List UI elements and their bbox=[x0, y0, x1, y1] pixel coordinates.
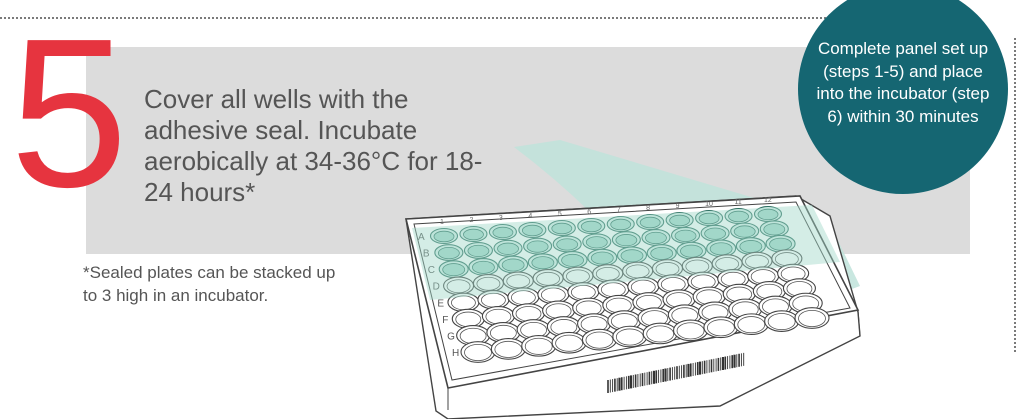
plate-well-inner bbox=[556, 238, 579, 251]
plate-well-inner bbox=[646, 325, 675, 343]
plate-column-label: 5 bbox=[558, 211, 562, 218]
plate-well-inner bbox=[709, 242, 733, 256]
plate-row-label: B bbox=[423, 249, 430, 260]
plate-column-label: 7 bbox=[617, 207, 621, 214]
step-instruction: Cover all wells with the adhesive seal. … bbox=[144, 84, 483, 207]
plate-well-inner bbox=[524, 337, 553, 355]
plate-row-label: G bbox=[447, 331, 455, 342]
plate-column-label: 6 bbox=[587, 209, 591, 216]
plate-well-inner bbox=[575, 300, 602, 316]
plate-well-inner bbox=[540, 287, 566, 303]
plate-well-inner bbox=[455, 311, 482, 328]
plate-column-label: 9 bbox=[676, 203, 680, 210]
plate-well-inner bbox=[680, 244, 703, 258]
plate-well-inner bbox=[506, 274, 531, 289]
plate-wells bbox=[429, 205, 830, 363]
plate-well-inner bbox=[660, 277, 686, 292]
plate-well-inner bbox=[763, 223, 786, 236]
plate-well-inner bbox=[639, 216, 661, 229]
plate-well-inner bbox=[620, 249, 644, 263]
plate-column-label: 10 bbox=[705, 201, 713, 208]
plate-well-inner bbox=[476, 276, 501, 291]
plate-well-inner bbox=[433, 230, 455, 243]
plate-column-label: 4 bbox=[528, 213, 532, 220]
barcode bbox=[607, 352, 745, 393]
plate-well-inner bbox=[494, 340, 523, 358]
plate-well-inner bbox=[600, 282, 626, 297]
seal-overlay bbox=[412, 205, 840, 300]
plate-well-inner bbox=[590, 251, 614, 265]
plate-well-inner bbox=[531, 256, 555, 270]
plate-well-inner bbox=[555, 334, 583, 352]
plate-row-label: F bbox=[442, 315, 448, 326]
plate-well-inner bbox=[570, 284, 596, 300]
plate-column-label: 1 bbox=[440, 219, 444, 226]
plate-well-inner bbox=[497, 242, 519, 255]
plate-well-inner bbox=[737, 316, 766, 334]
plate-column-label: 8 bbox=[646, 205, 650, 212]
footnote: *Sealed plates can be stacked up to 3 hi… bbox=[83, 263, 336, 305]
plate-well-inner bbox=[610, 218, 632, 231]
plate-well-inner bbox=[464, 343, 492, 361]
plate-well-inner bbox=[442, 263, 466, 277]
plate-column-label: 12 bbox=[764, 197, 772, 204]
plate-well-inner bbox=[459, 327, 487, 345]
plate-well-inner bbox=[467, 244, 490, 258]
plate-well-inner bbox=[521, 224, 543, 237]
step-number: 5 bbox=[10, 0, 128, 231]
plate-well-inner bbox=[676, 322, 705, 340]
plate-well-inner bbox=[481, 292, 506, 308]
plate-well-inner bbox=[767, 313, 796, 331]
plate-well-inner bbox=[615, 328, 644, 346]
plate-well-inner bbox=[446, 279, 471, 294]
plate-well-inner bbox=[707, 319, 735, 337]
plate-row-label: H bbox=[452, 348, 459, 359]
plate-column-label: 3 bbox=[499, 215, 503, 222]
plate-column-label: 2 bbox=[469, 217, 473, 224]
plate-well-inner bbox=[615, 234, 638, 247]
plate-well-inner bbox=[630, 279, 656, 295]
plate-well-inner bbox=[669, 214, 691, 227]
plate-row-label: C bbox=[428, 265, 435, 276]
plate-column-label: 11 bbox=[735, 199, 742, 206]
dotted-divider-top bbox=[0, 17, 842, 19]
plate-well-inner bbox=[698, 212, 720, 225]
plate-well-inner bbox=[485, 308, 512, 325]
plate-well-inner bbox=[585, 236, 608, 249]
dotted-divider-right bbox=[1014, 38, 1016, 352]
plate-well-inner bbox=[561, 253, 584, 267]
plate-well-inner bbox=[674, 229, 697, 242]
time-callout-text: Complete panel set up (steps 1-5) and pl… bbox=[816, 39, 990, 126]
plate-well-inner bbox=[728, 210, 749, 223]
plate-row-label: D bbox=[433, 282, 440, 293]
plate-well-inner bbox=[545, 303, 572, 319]
plate-well-inner bbox=[650, 246, 674, 260]
plate-well-inner bbox=[451, 295, 476, 311]
plate-well-inner bbox=[704, 227, 727, 240]
plate-column-labels: 1 2 3 4 5 6 7 8 9 10 11 12 bbox=[440, 197, 772, 226]
plate-well-inner bbox=[463, 228, 484, 241]
plate-well-inner bbox=[733, 225, 756, 238]
plate-well-inner bbox=[492, 226, 514, 239]
plate-well-inner bbox=[690, 274, 716, 290]
plate-well-inner bbox=[757, 208, 779, 221]
plate-well-inner bbox=[580, 220, 602, 233]
plate-well-inner bbox=[472, 260, 495, 274]
plate-well-inner bbox=[798, 309, 826, 327]
plate-well-inner bbox=[510, 290, 536, 305]
plate-row-label: E bbox=[437, 298, 444, 309]
plate-well-inner bbox=[515, 306, 542, 322]
plate-well-inner bbox=[585, 331, 614, 349]
plate-well-inner bbox=[551, 222, 573, 235]
plate-row-label: A bbox=[418, 232, 425, 243]
plate-well-inner bbox=[526, 240, 549, 253]
plate-well-inner bbox=[501, 258, 525, 272]
plate-well-inner bbox=[437, 246, 460, 260]
plate-well-inner bbox=[645, 231, 667, 245]
time-callout-circle bbox=[798, 0, 1008, 194]
